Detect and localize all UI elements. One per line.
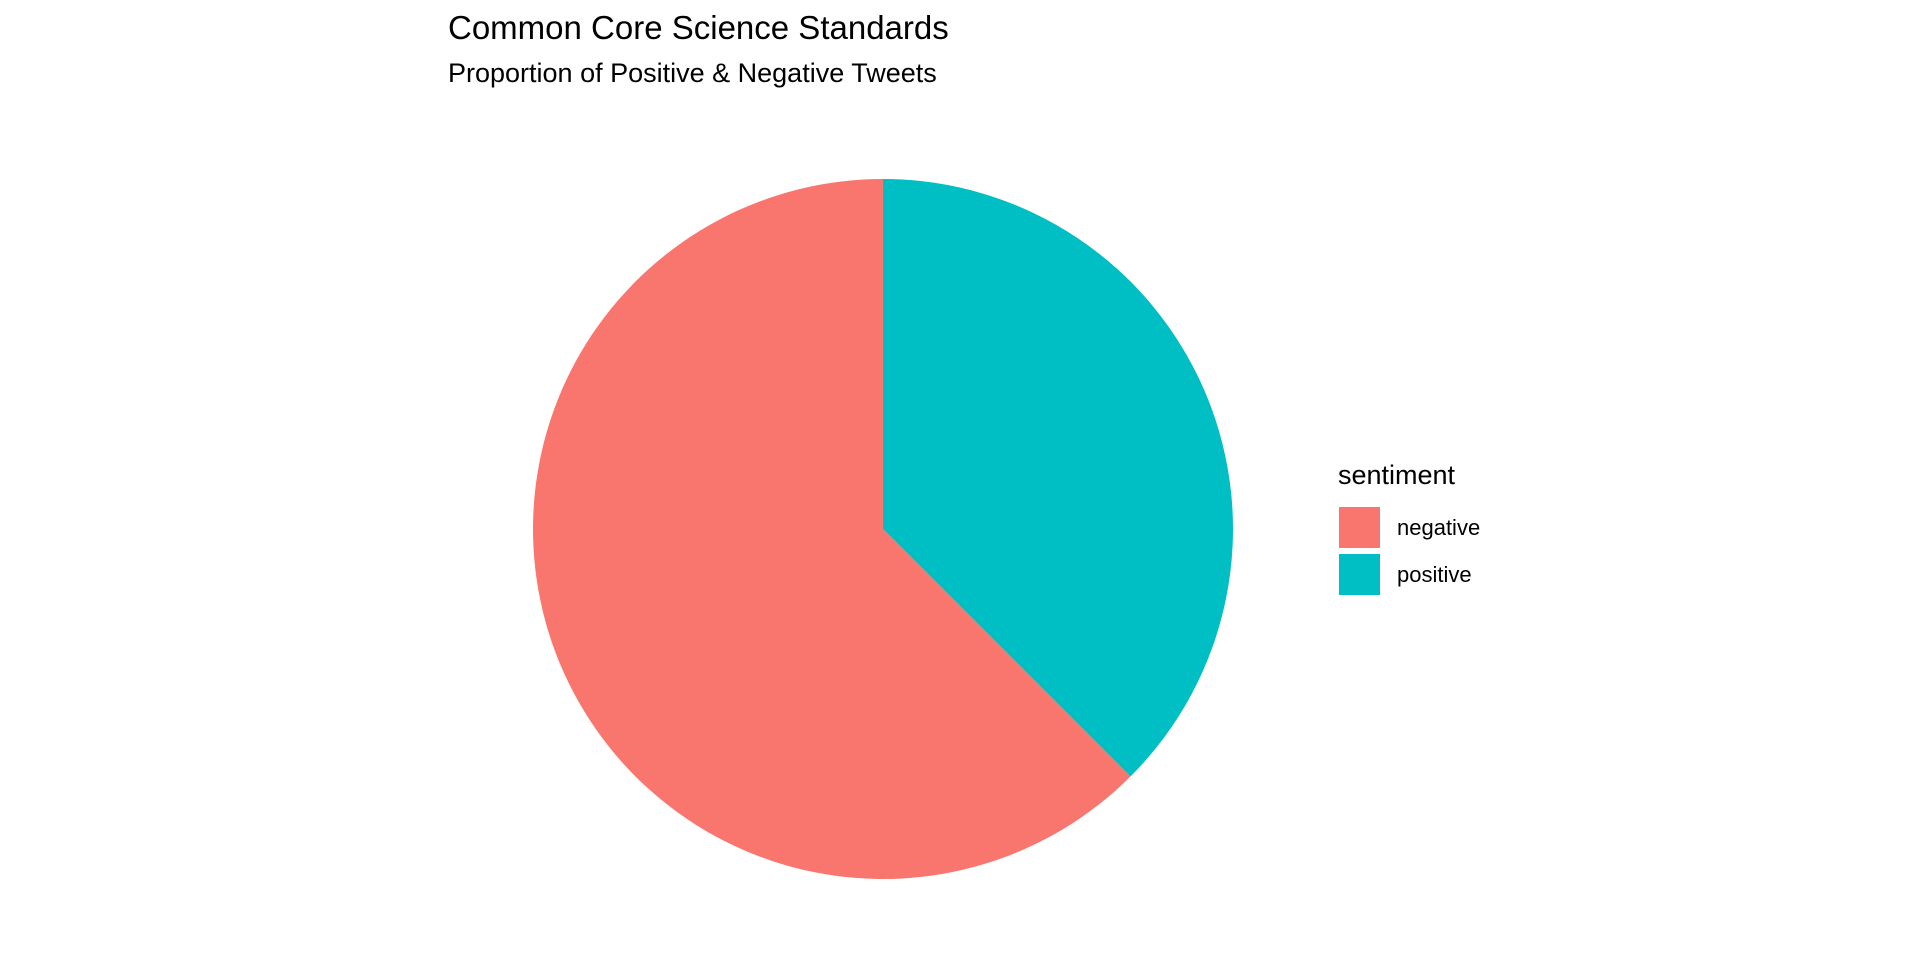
legend-label-positive: positive [1397, 561, 1472, 587]
legend: sentiment negative positive [1338, 458, 1480, 598]
chart-subtitle: Proportion of Positive & Negative Tweets [448, 58, 937, 88]
pie-slice-positive [883, 179, 1234, 777]
legend-swatch-positive [1338, 553, 1381, 596]
legend-item-negative: negative [1338, 504, 1480, 551]
chart-title: Common Core Science Standards [448, 9, 949, 46]
legend-swatch-negative [1338, 506, 1381, 549]
pie-slice-negative [533, 179, 1131, 879]
legend-item-positive: positive [1338, 551, 1480, 598]
legend-title: sentiment [1338, 460, 1456, 490]
legend-label-negative: negative [1397, 514, 1481, 540]
